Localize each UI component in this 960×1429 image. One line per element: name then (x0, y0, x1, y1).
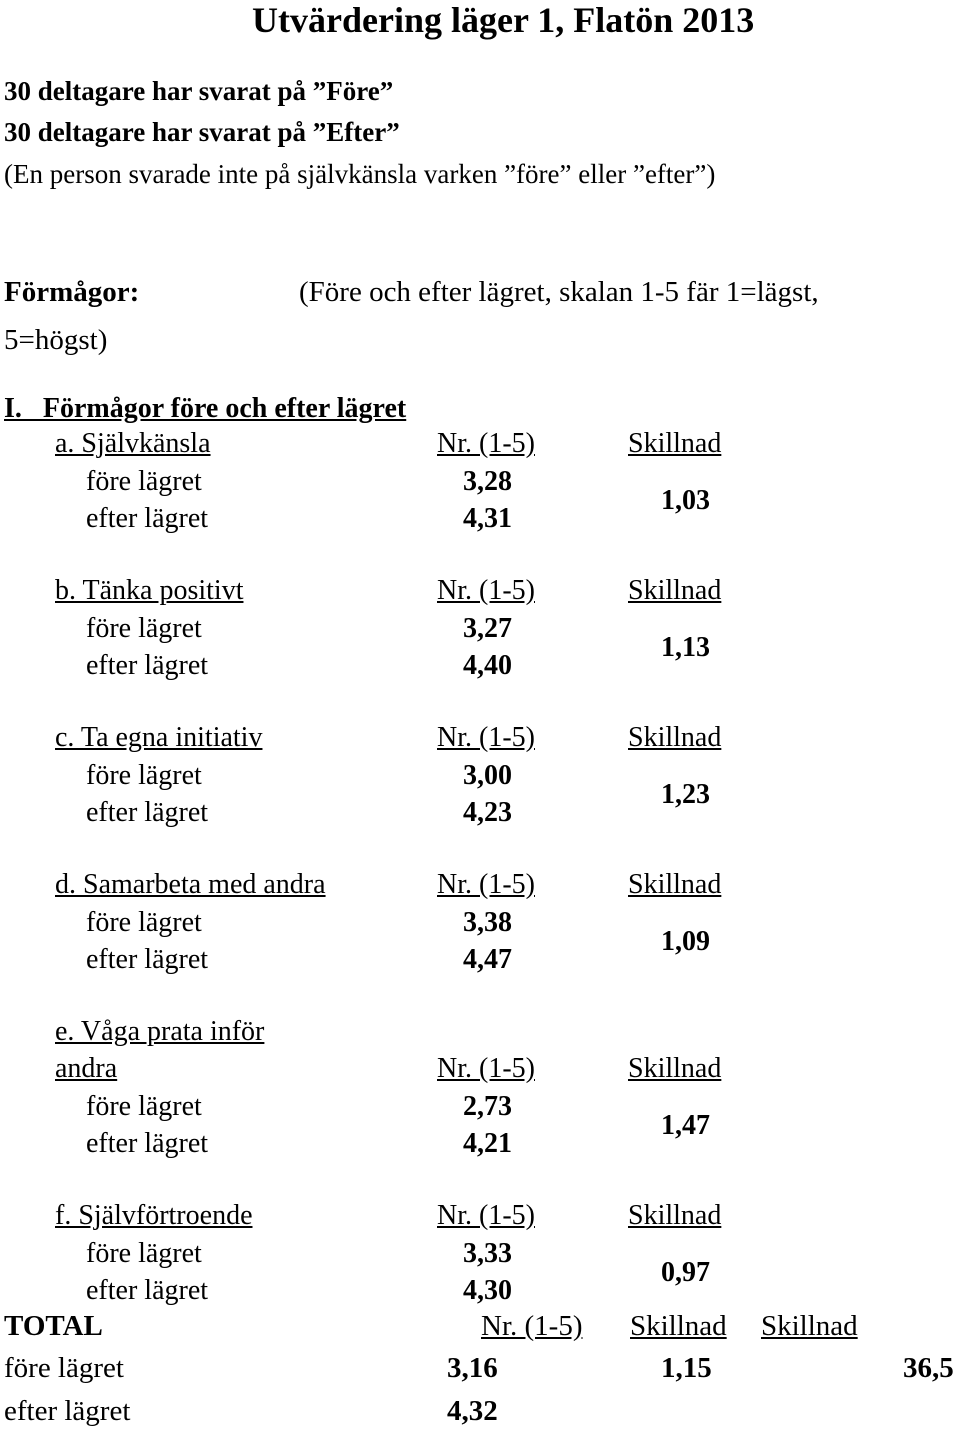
ability-label: d. Samarbeta med andra (55, 869, 326, 900)
difference-value: 1,23 (661, 779, 710, 810)
after-value: 4,40 (463, 650, 512, 681)
difference-value: 1,09 (661, 926, 710, 957)
after-value: 4,31 (463, 503, 512, 534)
after-value: 4,21 (463, 1128, 512, 1159)
before-label: före lägret (86, 760, 202, 791)
total-difference-percent: 36,5 (903, 1352, 954, 1384)
ability-label: c. Ta egna initiativ (55, 722, 263, 753)
after-label: efter lägret (86, 797, 209, 828)
total-label: TOTAL (4, 1310, 103, 1342)
total-after-value: 4,32 (447, 1395, 498, 1427)
ability-label: b. Tänka positivt (55, 575, 244, 606)
difference-value: 1,47 (661, 1110, 710, 1141)
ability-block-vaga-prata: e. Våga prata inför andra Nr. (1-5) Skil… (0, 1018, 960, 1168)
skillnad-header: Skillnad (628, 1200, 722, 1231)
ability-block-samarbeta: d. Samarbeta med andra Nr. (1-5) Skillna… (0, 871, 960, 1021)
formagor-label: Förmågor: (4, 276, 140, 308)
total-skillnad-percent-header: Skillnad (761, 1310, 858, 1342)
ability-block-tanka-positivt: b. Tänka positivt Nr. (1-5) Skillnad för… (0, 577, 960, 727)
after-value: 4,30 (463, 1275, 512, 1306)
before-value: 2,73 (463, 1091, 512, 1122)
ability-block-ta-egna-initiativ: c. Ta egna initiativ Nr. (1-5) Skillnad … (0, 724, 960, 874)
scale-note: (Före och efter lägret, skalan 1-5 fär 1… (299, 276, 819, 308)
skillnad-header: Skillnad (628, 1053, 722, 1084)
before-label: före lägret (86, 613, 202, 644)
before-value: 3,38 (463, 907, 512, 938)
total-difference-value: 1,15 (661, 1352, 712, 1384)
difference-value: 0,97 (661, 1257, 710, 1288)
nr-header: Nr. (1-5) (437, 1200, 535, 1231)
total-skillnad-header: Skillnad (630, 1310, 727, 1342)
before-label: före lägret (86, 466, 202, 497)
after-label: efter lägret (86, 503, 209, 534)
total-after-label: efter lägret (4, 1395, 131, 1427)
ability-label: e. Våga prata inför (55, 1016, 265, 1047)
after-label: efter lägret (86, 1128, 209, 1159)
ability-label-cont: andra (55, 1053, 118, 1084)
nr-header: Nr. (1-5) (437, 1053, 535, 1084)
difference-value: 1,03 (661, 485, 710, 516)
ability-label: f. Självförtroende (55, 1200, 253, 1231)
before-value: 3,27 (463, 613, 512, 644)
intro-line-3: (En person svarade inte på självkänsla v… (4, 159, 716, 189)
before-value: 3,33 (463, 1238, 512, 1269)
total-before-value: 3,16 (447, 1352, 498, 1384)
intro-line-1: 30 deltagare har svarat på ”Före” (4, 76, 394, 106)
page-title: Utvärdering läger 1, Flatön 2013 (252, 0, 755, 40)
nr-header: Nr. (1-5) (437, 722, 535, 753)
before-value: 3,28 (463, 466, 512, 497)
after-label: efter lägret (86, 944, 209, 975)
skillnad-header: Skillnad (628, 869, 722, 900)
after-value: 4,23 (463, 797, 512, 828)
section-heading: I. Förmågor före och efter lägret (4, 395, 406, 423)
before-value: 3,00 (463, 760, 512, 791)
after-label: efter lägret (86, 1275, 209, 1306)
nr-header: Nr. (1-5) (437, 869, 535, 900)
total-before-label: före lägret (4, 1352, 124, 1384)
skillnad-header: Skillnad (628, 428, 722, 459)
section-heading-text: I. Förmågor före och efter lägret (4, 393, 407, 424)
difference-value: 1,13 (661, 632, 710, 663)
before-label: före lägret (86, 1091, 202, 1122)
after-label: efter lägret (86, 650, 209, 681)
nr-header: Nr. (1-5) (437, 428, 535, 459)
before-label: före lägret (86, 1238, 202, 1269)
ability-block-sjalvfortroende: f. Självförtroende Nr. (1-5) Skillnad fö… (0, 1202, 960, 1352)
ability-label: a. Självkänsla (55, 428, 211, 459)
skillnad-header: Skillnad (628, 722, 722, 753)
before-label: före lägret (86, 907, 202, 938)
total-nr-header: Nr. (1-5) (481, 1310, 583, 1342)
ability-block-sjalvkansla: a. Självkänsla Nr. (1-5) Skillnad före l… (0, 430, 960, 580)
intro-line-2: 30 deltagare har svarat på ”Efter” (4, 117, 400, 147)
nr-header: Nr. (1-5) (437, 575, 535, 606)
skillnad-header: Skillnad (628, 575, 722, 606)
scale-note-cont: 5=högst) (4, 324, 108, 356)
after-value: 4,47 (463, 944, 512, 975)
